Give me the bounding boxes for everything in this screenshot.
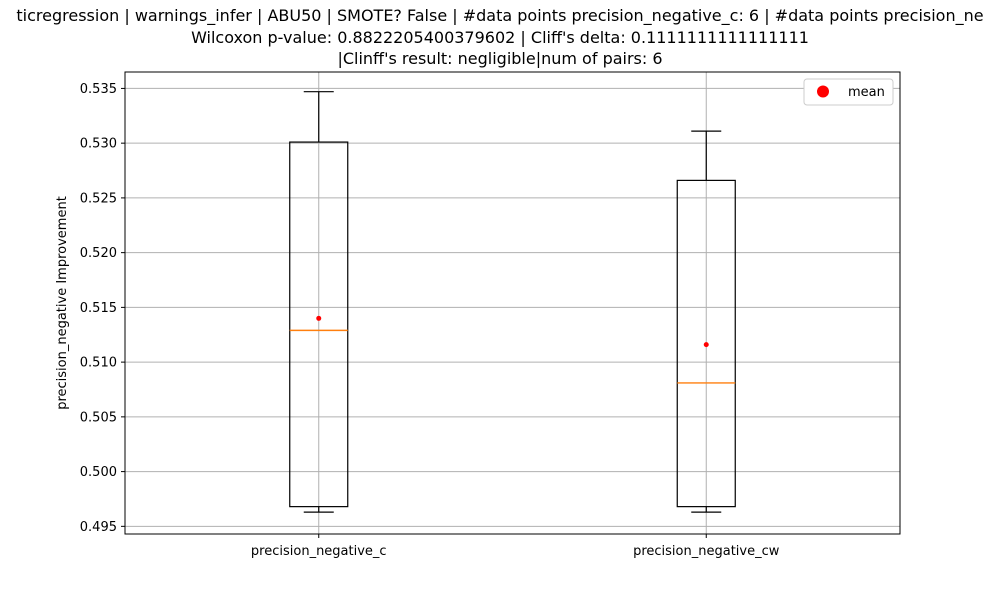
x-tick-label: precision_negative_c: [251, 544, 387, 559]
mean-point: [316, 315, 322, 321]
y-tick-label: 0.495: [80, 520, 117, 535]
y-tick-label: 0.520: [80, 246, 117, 261]
y-tick-label: 0.515: [80, 301, 117, 316]
legend-mean-label: mean: [848, 85, 885, 100]
y-tick-label: 0.510: [80, 356, 117, 371]
legend-mean-marker: [817, 85, 829, 98]
legend: mean: [803, 78, 894, 106]
y-tick-label: 0.535: [80, 82, 117, 97]
chart-title-line-1: ticregression | warnings_infer | ABU50 |…: [16, 6, 984, 25]
y-tick-label: 0.525: [80, 191, 117, 206]
grid-lines: [125, 72, 900, 534]
legend-box: [803, 78, 894, 106]
y-axis-label: precision_negative Improvement: [55, 196, 70, 410]
box-precision_negative_cw: [676, 130, 736, 513]
axis-ticks: 0.495 0.500 0.505 0.510 0.515 0.520 0.525 0.530…: [80, 82, 780, 559]
iqr-box: [676, 179, 736, 508]
y-tick-label: 0.530: [80, 137, 117, 152]
y-tick-label: 0.500: [80, 465, 117, 480]
box-plots: [289, 91, 736, 513]
plot-frame: [124, 71, 901, 535]
chart-title-line-3: |Clinff's result: negligible|num of pair…: [337, 49, 663, 68]
x-tick-label: precision_negative_cw: [633, 544, 780, 559]
mean-point: [703, 342, 709, 348]
chart-title-line-2: Wilcoxon p-value: 0.8822205400379602 | C…: [191, 28, 809, 47]
box-precision_negative_c: [289, 91, 349, 513]
y-tick-label: 0.505: [80, 410, 117, 425]
iqr-box: [289, 141, 349, 508]
